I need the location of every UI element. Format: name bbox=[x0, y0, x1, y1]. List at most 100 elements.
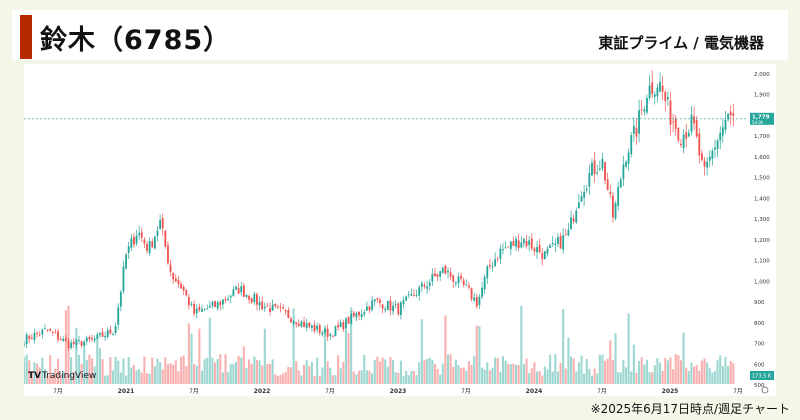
candle-body bbox=[436, 274, 439, 277]
candle-body bbox=[460, 275, 463, 279]
candle-body bbox=[630, 135, 633, 155]
candle-body bbox=[206, 308, 209, 310]
volume-bar bbox=[98, 348, 101, 384]
volume-bar bbox=[153, 366, 156, 384]
candle-body bbox=[337, 324, 340, 328]
candle-body bbox=[371, 300, 374, 310]
candle-body bbox=[49, 329, 52, 331]
volume-bar bbox=[530, 368, 533, 384]
candle-body bbox=[486, 266, 489, 279]
candle-body bbox=[732, 113, 735, 116]
candle-body bbox=[222, 299, 224, 305]
candle-body bbox=[229, 296, 232, 298]
volume-bar bbox=[93, 366, 96, 384]
candle-body bbox=[562, 235, 565, 250]
candle-body bbox=[502, 249, 504, 251]
candle-body bbox=[426, 286, 428, 289]
candle-body bbox=[258, 301, 261, 306]
candle-body bbox=[572, 218, 575, 222]
volume-bar bbox=[412, 370, 416, 384]
candle-body bbox=[143, 239, 146, 244]
y-tick-label: 1,700 bbox=[754, 134, 770, 140]
volume-bar bbox=[690, 362, 693, 384]
volume-bar bbox=[106, 375, 109, 384]
volume-bars bbox=[22, 305, 735, 384]
candle-body bbox=[682, 134, 685, 149]
candle-body bbox=[365, 306, 368, 311]
volume-bar bbox=[237, 355, 240, 384]
candle-body bbox=[530, 238, 533, 249]
volume-bar bbox=[88, 354, 91, 384]
candle-body bbox=[449, 272, 452, 277]
candle-body bbox=[279, 307, 282, 308]
candle-body bbox=[441, 267, 444, 273]
candle-body bbox=[520, 242, 523, 248]
candle-body bbox=[44, 328, 46, 330]
volume-bar bbox=[56, 358, 60, 384]
candle-body bbox=[609, 191, 612, 195]
volume-bar bbox=[467, 361, 471, 384]
candle-body bbox=[297, 323, 300, 327]
volume-bar bbox=[444, 315, 447, 384]
candle-body bbox=[295, 322, 298, 325]
candle-body bbox=[326, 328, 329, 337]
volume-bar bbox=[135, 370, 138, 384]
candle-body bbox=[483, 276, 486, 290]
candle-body bbox=[656, 87, 659, 97]
volume-bar bbox=[645, 359, 648, 384]
volume-bar bbox=[674, 354, 677, 384]
volume-bar bbox=[360, 370, 363, 384]
candle-body bbox=[619, 179, 622, 188]
volume-bar bbox=[399, 360, 402, 384]
volume-bar bbox=[415, 375, 418, 384]
volume-bar bbox=[54, 368, 57, 384]
candle-body bbox=[282, 307, 285, 309]
candle-body bbox=[109, 329, 112, 334]
candle-body bbox=[475, 297, 478, 307]
candle-body bbox=[172, 272, 175, 280]
candle-body bbox=[256, 294, 258, 305]
volume-bar bbox=[30, 370, 33, 384]
volume-bar bbox=[350, 307, 353, 384]
volume-bar bbox=[316, 357, 319, 384]
volume-bar bbox=[446, 354, 450, 384]
volume-bar bbox=[323, 325, 327, 384]
volume-bar bbox=[630, 371, 633, 384]
volume-bar bbox=[279, 374, 282, 384]
candle-body bbox=[363, 312, 366, 315]
volume-bar bbox=[428, 357, 431, 384]
candle-body bbox=[127, 246, 130, 254]
volume-bar bbox=[614, 333, 617, 384]
candle-body bbox=[250, 298, 253, 303]
candle-body bbox=[410, 294, 413, 296]
volume-bar bbox=[161, 369, 164, 384]
candle-body bbox=[373, 299, 376, 302]
candle-body bbox=[339, 322, 342, 327]
candle-body bbox=[271, 304, 274, 311]
volume-bar bbox=[145, 373, 149, 384]
candle-body bbox=[533, 248, 536, 252]
volume-bar bbox=[376, 356, 379, 384]
candle-body bbox=[724, 119, 727, 130]
candle-body bbox=[358, 311, 360, 316]
candle-body bbox=[122, 266, 125, 292]
volume-bar bbox=[114, 356, 117, 384]
volume-bar bbox=[567, 337, 570, 384]
volume-bar bbox=[407, 375, 410, 384]
x-tick-label: 7月 bbox=[53, 388, 63, 395]
candle-body bbox=[245, 294, 248, 297]
candle-body bbox=[680, 143, 682, 145]
candle-body bbox=[627, 152, 630, 164]
volume-bar bbox=[588, 368, 591, 384]
candle-body bbox=[664, 92, 667, 102]
candle-body bbox=[237, 288, 240, 294]
volume-bar bbox=[289, 367, 293, 384]
candle-body bbox=[88, 337, 91, 340]
volume-bar bbox=[203, 359, 206, 384]
settings-icon[interactable] bbox=[761, 386, 769, 394]
volume-bar bbox=[329, 367, 332, 384]
candle-body bbox=[227, 298, 230, 301]
candle-body bbox=[685, 132, 688, 139]
x-tick-label: 7月 bbox=[325, 388, 335, 395]
candle-body bbox=[185, 289, 188, 296]
